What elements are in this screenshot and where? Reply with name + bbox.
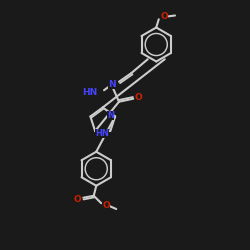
Text: O: O [135,94,142,102]
Text: N: N [107,112,114,120]
Text: N: N [108,80,116,90]
Text: O: O [74,196,82,204]
Text: HN: HN [95,130,109,138]
Text: O: O [160,12,168,21]
Text: HN: HN [82,88,98,98]
Text: O: O [102,201,110,210]
